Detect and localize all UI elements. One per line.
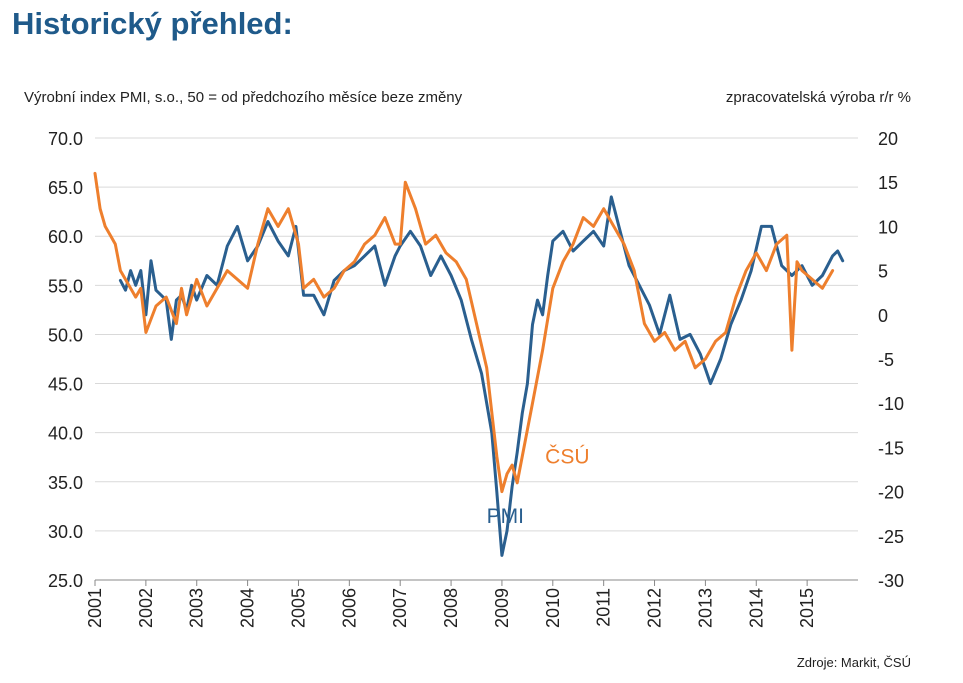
source-note: Zdroje: Markit, ČSÚ: [796, 655, 911, 670]
x-tick-label: 2001: [85, 588, 105, 628]
right-axis-label: zpracovatelská výroba r/r %: [725, 89, 911, 106]
left-tick-label: 60.0: [48, 227, 83, 247]
x-tick-label: 2003: [187, 588, 207, 628]
x-tick-label: 2012: [645, 588, 665, 628]
right-tick-label: -20: [878, 483, 904, 503]
series-label-pmi: PMI: [487, 505, 524, 528]
x-tick-label: 2011: [594, 588, 614, 627]
left-tick-label: 65.0: [48, 178, 83, 198]
series-line-csu: [93, 171, 835, 494]
right-tick-label: -25: [878, 527, 904, 547]
right-tick-label: 10: [878, 217, 898, 237]
right-tick-label: 0: [878, 306, 888, 326]
x-tick-label: 2005: [288, 588, 308, 628]
x-tick-label: 2010: [543, 588, 563, 628]
x-tick-label: 2004: [238, 588, 258, 628]
x-tick-label: 2008: [441, 588, 461, 628]
right-tick-label: -15: [878, 438, 904, 458]
right-tick-label: -10: [878, 394, 904, 414]
series-line-pmi: [118, 195, 845, 557]
x-tick-label: 2007: [390, 588, 410, 628]
left-tick-label: 25.0: [48, 571, 83, 591]
right-tick-label: 5: [878, 262, 888, 282]
right-tick-label: 15: [878, 173, 898, 193]
left-tick-label: 35.0: [48, 473, 83, 493]
page-title: Historický přehled:: [12, 6, 293, 41]
x-tick-label: 2013: [695, 588, 715, 628]
left-tick-label: 50.0: [48, 325, 83, 345]
right-tick-label: -30: [878, 571, 904, 591]
left-tick-label: 55.0: [48, 276, 83, 296]
series-label-csu: ČSÚ: [545, 445, 589, 468]
left-tick-label: 40.0: [48, 424, 83, 444]
x-tick-label: 2009: [492, 588, 512, 628]
x-tick-label: 2002: [136, 588, 156, 628]
right-tick-label: 20: [878, 129, 898, 149]
right-tick-label: -5: [878, 350, 894, 370]
left-tick-label: 30.0: [48, 522, 83, 542]
left-axis-label: Výrobní index PMI, s.o., 50 = od předcho…: [24, 89, 463, 106]
left-tick-label: 70.0: [48, 129, 83, 149]
x-tick-label: 2015: [797, 588, 817, 628]
left-tick-label: 45.0: [48, 375, 83, 395]
x-tick-label: 2014: [746, 588, 766, 628]
x-tick-label: 2006: [339, 588, 359, 628]
